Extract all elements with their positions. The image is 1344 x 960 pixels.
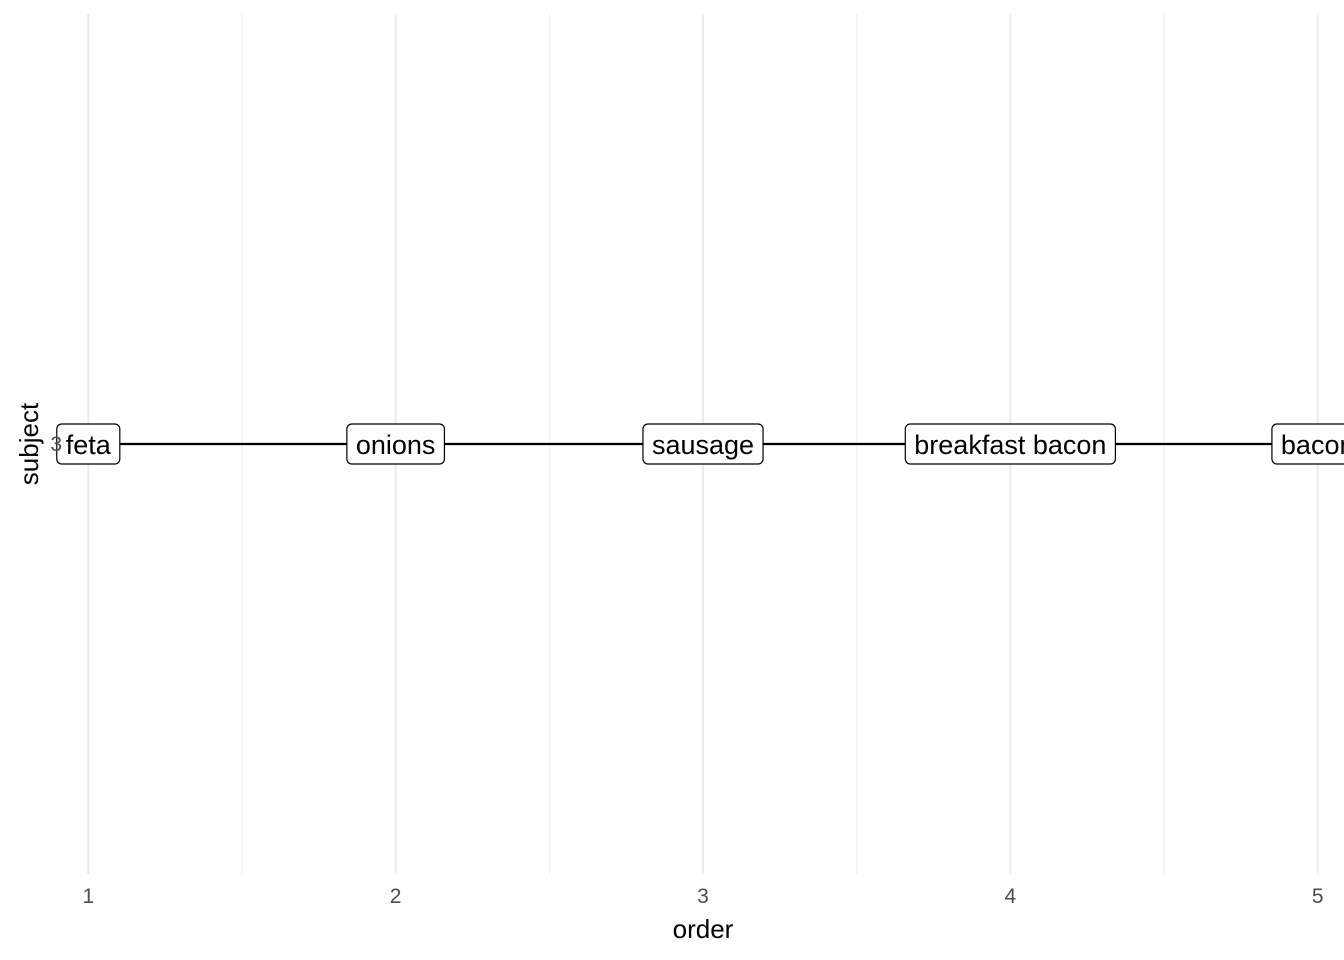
- x-tick-label: 2: [390, 885, 402, 908]
- point-label-box: [346, 423, 446, 465]
- point-label: feta: [56, 423, 121, 465]
- x-tick-label: 5: [1312, 885, 1324, 908]
- point-label-box: [642, 423, 764, 465]
- y-tick-label: 3: [50, 433, 62, 456]
- x-tick-label: 1: [82, 885, 94, 908]
- x-tick-label: 3: [697, 885, 709, 908]
- point-label-text: onions: [356, 430, 436, 460]
- y-tick-labels: 3: [50, 433, 62, 456]
- point-label: onions: [346, 423, 446, 465]
- point-label-text: breakfast bacon: [914, 430, 1106, 460]
- point-labels: feta onions sausage breakfast bacon bacon: [56, 423, 1344, 465]
- y-axis-title: subject: [14, 402, 44, 485]
- point-label-text: feta: [66, 430, 112, 460]
- x-tick-label: 4: [1005, 885, 1017, 908]
- point-label-box: [904, 423, 1117, 465]
- x-axis-title: order: [673, 914, 734, 944]
- x-tick-labels: 1 2 3 4 5: [82, 885, 1323, 908]
- point-label: breakfast bacon: [904, 423, 1117, 465]
- point-label-box: [1271, 423, 1344, 465]
- point-label: sausage: [642, 423, 764, 465]
- point-label: bacon: [1271, 423, 1344, 465]
- point-label-text: bacon: [1281, 430, 1344, 460]
- point-label-text: sausage: [652, 430, 754, 460]
- point-label-box: [56, 423, 121, 465]
